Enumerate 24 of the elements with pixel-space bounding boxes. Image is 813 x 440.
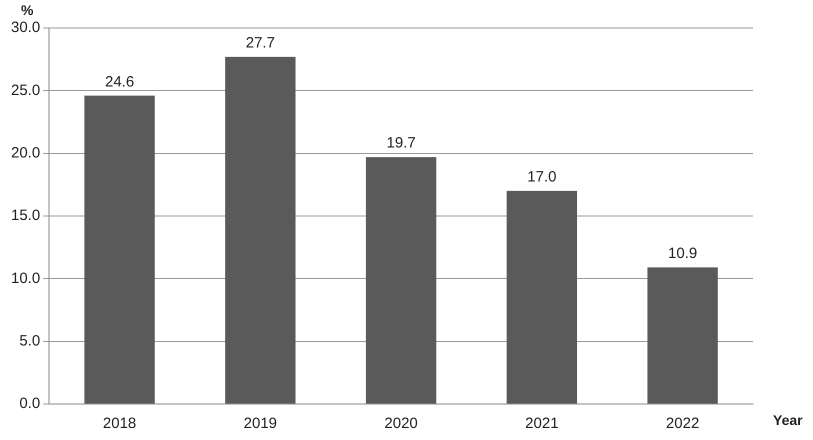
bar	[506, 190, 578, 404]
bar	[84, 96, 155, 404]
x-axis-title: Year	[773, 412, 804, 428]
y-tick-label: 25.0	[10, 82, 40, 99]
bar	[647, 267, 718, 404]
x-tick-label: 2021	[525, 415, 559, 432]
data-label: 27.7	[246, 34, 275, 52]
y-axis-title: %	[20, 2, 34, 18]
x-tick-label: 2019	[244, 415, 278, 432]
y-tick-label: 30.0	[10, 19, 40, 36]
y-tick-label: 5.0	[19, 332, 40, 350]
x-tick-label: 2022	[666, 415, 700, 432]
y-tick-label: 0.0	[19, 395, 40, 412]
x-tick-label: 2018	[102, 415, 136, 432]
data-label: 10.9	[668, 245, 698, 262]
data-label: 19.7	[386, 134, 416, 152]
y-tick-label: 20.0	[10, 144, 40, 162]
data-label: 17.0	[527, 168, 556, 186]
x-tick-label: 2020	[384, 415, 418, 432]
y-tick-label: 10.0	[10, 270, 40, 287]
bar	[225, 56, 296, 404]
bar	[366, 157, 436, 404]
y-tick-label: 15.0	[10, 207, 40, 224]
data-label: 24.6	[104, 73, 134, 90]
